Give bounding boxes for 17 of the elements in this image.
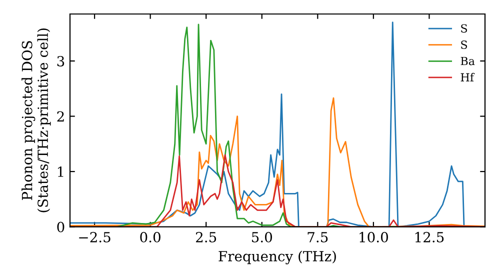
x-axis-title: Frequency (THz)	[218, 250, 336, 264]
legend-label: Ba	[460, 56, 475, 66]
x-tick-label: 12.5	[415, 232, 444, 242]
y-tick-label: 3	[57, 56, 64, 66]
y-tick-label: 1	[58, 166, 64, 177]
legend-label: S	[461, 40, 468, 49]
x-tick-label: 7.5	[308, 232, 328, 242]
x-tick-label: 2.5	[196, 232, 216, 242]
y-tick-label: 0	[57, 222, 64, 232]
x-tick-label: 5.0	[252, 232, 272, 242]
x-tick-label: −2.5	[79, 232, 110, 242]
y-tick-label: 2	[57, 111, 64, 122]
legend-label: S	[461, 24, 468, 33]
y-axis-title: Phonon projected DOS (States/THz·primitive cell)	[22, 28, 51, 212]
x-tick-label: 0.0	[140, 232, 160, 242]
x-tick-label: 10.0	[360, 232, 388, 242]
legend-label: Hf	[460, 72, 475, 82]
